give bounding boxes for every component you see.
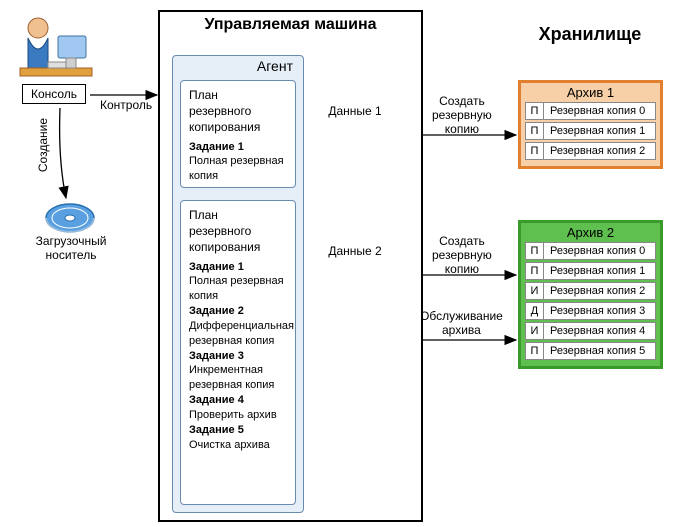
backup-label: Резервная копия 5 (544, 343, 655, 359)
edge-label-data2: Создать резервную копию (432, 235, 492, 276)
backup-label: Резервная копия 0 (544, 103, 655, 119)
backup-row: П Резервная копия 2 (525, 142, 656, 160)
backup-plan-1: План резервного копирования Задание 1 По… (180, 80, 296, 188)
backup-label: Резервная копия 1 (544, 123, 655, 139)
edge-label-control: Контроль (100, 98, 152, 112)
plan2-task5-desc: Очистка архива (189, 438, 287, 453)
backup-tag: И (526, 283, 544, 299)
backup-tag: П (526, 263, 544, 279)
data-1-label: Данные 1 (320, 104, 390, 118)
backup-tag: И (526, 323, 544, 339)
edge-label-data1: Создать резервную копию (432, 95, 492, 136)
backup-label: Резервная копия 1 (544, 263, 655, 279)
plan2-task2-desc: Дифференциальная резервная копия (189, 319, 287, 349)
agent-title: Агент (173, 58, 303, 74)
edge-label-create: Создание (36, 118, 50, 172)
backup-row: И Резервная копия 4 (525, 322, 656, 340)
backup-plan-2: План резервного копирования Задание 1 По… (180, 200, 296, 505)
edge-label-maint: Обслуживание архива (420, 310, 503, 338)
arrow-create (60, 108, 66, 198)
plan2-title: План резервного копирования (189, 207, 287, 256)
plan2-task3-name: Задание 3 (189, 349, 287, 364)
backup-tag: П (526, 123, 544, 139)
archive-2-title: Архив 2 (525, 225, 656, 240)
bootable-media-label: Загрузочный носитель (28, 234, 114, 262)
backup-tag: П (526, 343, 544, 359)
plan2-task5-name: Задание 5 (189, 423, 287, 438)
backup-tag: Д (526, 303, 544, 319)
archive-1: Архив 1 П Резервная копия 0 П Резервная … (518, 80, 663, 169)
backup-label: Резервная копия 0 (544, 243, 655, 259)
plan2-task3-desc: Инкрементная резервная копия (189, 363, 287, 393)
backup-row: П Резервная копия 1 (525, 122, 656, 140)
backup-row: П Резервная копия 1 (525, 262, 656, 280)
backup-label: Резервная копия 2 (544, 143, 655, 159)
plan2-task2-name: Задание 2 (189, 304, 287, 319)
backup-row: П Резервная копия 0 (525, 242, 656, 260)
plan1-title: План резервного копирования (189, 87, 287, 136)
data-2-label: Данные 2 (320, 244, 390, 258)
plan1-task1-desc: Полная резервная копия (189, 154, 287, 184)
plan2-task4-name: Задание 4 (189, 393, 287, 408)
plan1-task1-name: Задание 1 (189, 140, 287, 155)
user-at-computer-icon (20, 18, 92, 76)
storage-title: Хранилище (510, 24, 670, 45)
backup-label: Резервная копия 3 (544, 303, 655, 319)
plan2-task1-desc: Полная резервная копия (189, 274, 287, 304)
backup-row: Д Резервная копия 3 (525, 302, 656, 320)
backup-tag: П (526, 243, 544, 259)
disc-icon (46, 204, 94, 232)
archive-2: Архив 2 П Резервная копия 0 П Резервная … (518, 220, 663, 369)
managed-machine-title: Управляемая машина (160, 16, 421, 34)
backup-row: П Резервная копия 5 (525, 342, 656, 360)
backup-label: Резервная копия 4 (544, 323, 655, 339)
backup-tag: П (526, 143, 544, 159)
backup-label: Резервная копия 2 (544, 283, 655, 299)
plan2-task4-desc: Проверить архив (189, 408, 287, 423)
backup-row: И Резервная копия 2 (525, 282, 656, 300)
console-label: Консоль (31, 87, 77, 101)
archive-1-title: Архив 1 (525, 85, 656, 100)
plan2-task1-name: Задание 1 (189, 260, 287, 275)
backup-row: П Резервная копия 0 (525, 102, 656, 120)
console-box: Консоль (22, 84, 86, 104)
backup-tag: П (526, 103, 544, 119)
